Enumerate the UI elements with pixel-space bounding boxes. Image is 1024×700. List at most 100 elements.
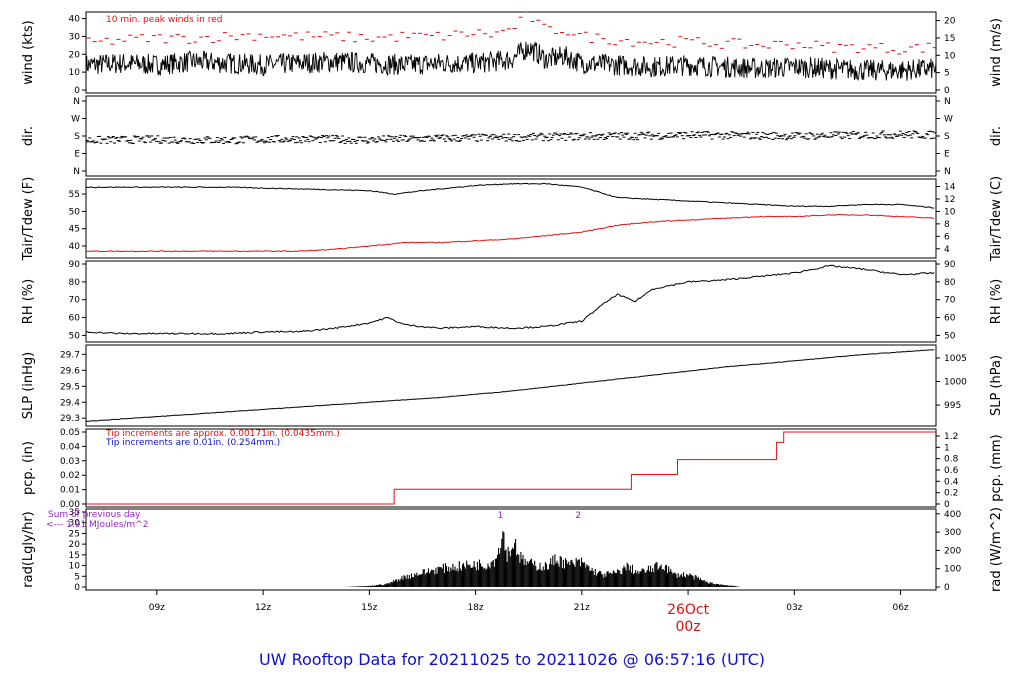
y-tick-label-left: 10 <box>69 562 81 572</box>
panel-frame <box>85 428 937 508</box>
y-tick-label-right: 1000 <box>944 378 967 388</box>
y-axis-label-left: pcp. (in) <box>21 441 36 495</box>
date-marker-label: 26Oct <box>667 602 710 618</box>
plot-area <box>86 349 935 422</box>
y-tick-label-right: 8 <box>944 220 950 230</box>
plot-area <box>86 130 936 145</box>
y-tick-label-right: 0.4 <box>944 477 959 487</box>
y-tick-label-right: E <box>944 150 950 160</box>
y-tick-label-left: 20 <box>69 50 81 60</box>
y-tick-label-right: N <box>944 167 951 177</box>
radiation-note-1: <--- 1.91 MJoules/m^2 <box>46 520 148 530</box>
y-tick-label-left: 80 <box>69 278 81 288</box>
y-tick-label-right: 0 <box>944 86 950 96</box>
y-axis-label-right: wind (m/s) <box>989 18 1004 87</box>
y-tick-label-left: 29.6 <box>60 366 80 376</box>
wind-speed-line <box>86 41 936 82</box>
y-tick-label-left: 60 <box>69 314 81 324</box>
y-tick-label-left: 0 <box>74 86 80 96</box>
y-tick-label-right: 0.2 <box>944 489 958 499</box>
y-tick-label-right: 10 <box>944 51 956 61</box>
y-tick-label-left: S <box>74 132 80 142</box>
y-axis-label-right: RH (%) <box>989 279 1004 324</box>
y-tick-label-left: 40 <box>69 15 81 25</box>
y-axis-label-left: wind (kts) <box>21 20 36 84</box>
y-tick-label-right: N <box>944 97 951 107</box>
precip-note-1: Tip increments are 0.01in. (0.254mm.) <box>105 438 280 448</box>
series-line-0 <box>86 182 935 209</box>
y-tick-label-right: 1005 <box>944 354 967 364</box>
y-axis-label-left: RH (%) <box>21 279 36 324</box>
panel-5: pcp. (in) pcp. (mm) 0.00 0.01 0.02 0.03 0.04 0.… <box>21 428 1004 510</box>
panel-frame <box>85 178 937 259</box>
panel-frame <box>85 11 937 94</box>
y-tick-label-left: 29.4 <box>60 398 80 408</box>
y-tick-label-left: 90 <box>69 260 81 270</box>
plot-area <box>86 431 936 505</box>
panel-4: SLP (inHg) SLP (hPa) 29.3 29.4 29.5 29.6 29.7 9… <box>21 344 1004 427</box>
panel-frame <box>85 260 937 343</box>
y-tick-label-right: 400 <box>944 510 961 520</box>
y-tick-label-right: 995 <box>944 401 961 411</box>
y-tick-label-left: 0.05 <box>60 428 80 438</box>
y-axis-label-left: SLP (inHg) <box>21 352 36 420</box>
x-tick-label: 18z <box>467 603 483 613</box>
y-tick-label-right: 60 <box>944 314 956 324</box>
x-tick-label: 09z <box>149 603 165 613</box>
x-tick-label: 12z <box>255 603 271 613</box>
y-tick-label-right: 4 <box>944 245 950 255</box>
y-axis-label-left: Tair/Tdew (F) <box>21 177 36 262</box>
y-tick-label-right: 20 <box>944 17 956 27</box>
y-tick-label-right: 6 <box>944 232 950 242</box>
series-line-1 <box>86 214 935 253</box>
y-axis-label-right: rad (W/m^2) <box>989 507 1004 592</box>
y-tick-label-right: 200 <box>944 546 961 556</box>
y-tick-label-left: 50 <box>69 331 81 341</box>
y-tick-label-left: 35 <box>69 508 80 518</box>
y-tick-label-right: 15 <box>944 34 955 44</box>
y-tick-label-left: 50 <box>69 207 81 217</box>
panel-frame <box>85 95 937 177</box>
y-tick-label-left: 20 <box>69 540 81 550</box>
y-tick-label-left: 5 <box>74 572 80 582</box>
y-tick-label-left: 55 <box>69 190 80 200</box>
y-tick-label-left: 40 <box>69 242 81 252</box>
series-line-0 <box>86 349 935 422</box>
x-tick-label: 21z <box>574 603 590 613</box>
y-tick-label-right: 10 <box>944 207 956 217</box>
y-tick-label-left: 0.00 <box>60 500 80 510</box>
plot-area <box>86 264 935 335</box>
series-line-0 <box>86 264 935 335</box>
panel-6: rad(Lgly/hr) rad (W/m^2)05101520253035010… <box>21 507 1004 593</box>
radiation-note-0: Sum of previous day <box>48 510 141 520</box>
y-tick-label-left: 0.01 <box>60 486 80 496</box>
y-tick-label-left: 10 <box>69 68 81 78</box>
peak-wind-marks <box>86 12 936 55</box>
y-axis-label-right: pcp. (mm) <box>989 434 1004 501</box>
precip-note-0: Tip increments are approx. 0.00171in. (0… <box>105 429 340 439</box>
y-tick-label-right: W <box>944 115 953 125</box>
y-tick-label-right: 5 <box>944 69 950 79</box>
y-tick-label-right: 90 <box>944 260 956 270</box>
radiation-bars <box>345 531 742 587</box>
y-tick-label-right: S <box>944 132 950 142</box>
chart-panels: wind (kts) wind (m/s)0102030400510152010 … <box>21 11 1004 593</box>
y-tick-label-left: 0.03 <box>60 457 80 467</box>
y-tick-label-left: 70 <box>69 296 81 306</box>
y-tick-label-right: 1.2 <box>944 432 958 442</box>
radiation-marker-0: 1 <box>498 511 504 521</box>
y-axis-label-left: rad(Lgly/hr) <box>21 511 36 587</box>
y-tick-label-right: 14 <box>944 182 956 192</box>
y-tick-label-left: W <box>71 115 80 125</box>
y-tick-label-right: 0 <box>944 500 950 510</box>
y-tick-label-right: 1 <box>944 443 950 453</box>
y-axis-label-left: dir. <box>21 126 36 146</box>
y-tick-label-right: 0 <box>944 583 950 593</box>
date-marker-sublabel: 00z <box>675 619 700 635</box>
y-tick-label-right: 12 <box>944 195 955 205</box>
panel-frame <box>85 344 937 427</box>
y-tick-label-left: 45 <box>69 225 80 235</box>
y-tick-label-right: 70 <box>944 296 956 306</box>
